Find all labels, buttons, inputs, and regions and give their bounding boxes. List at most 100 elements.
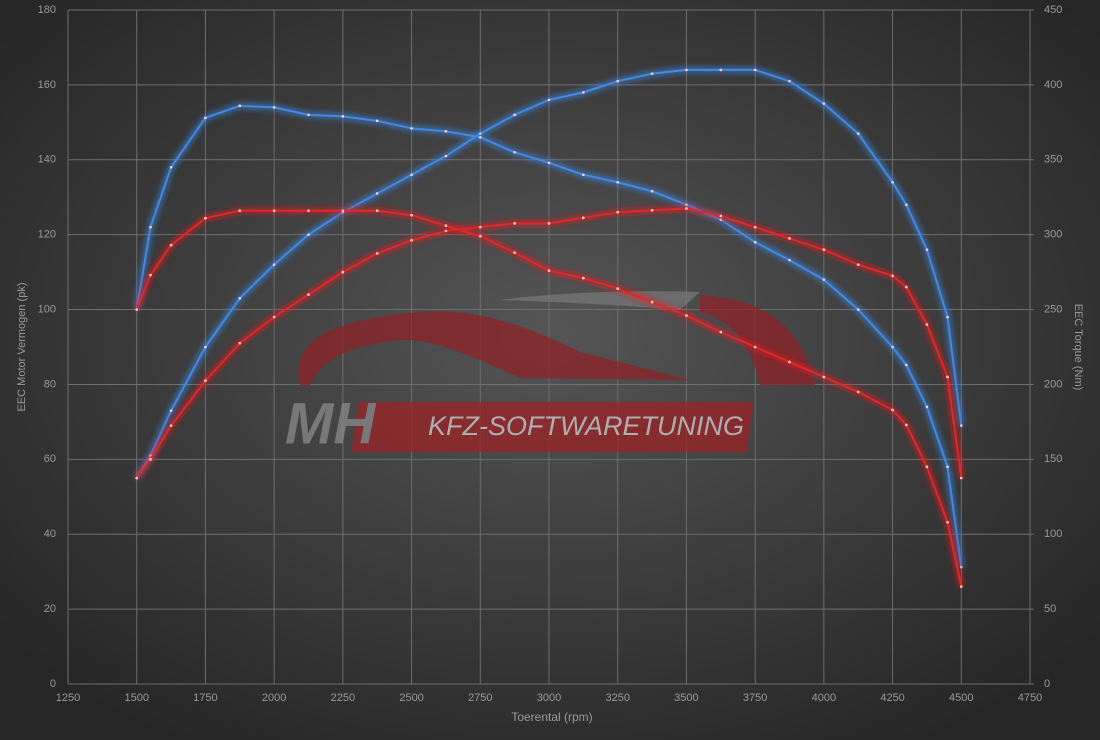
point [616, 79, 620, 83]
point [547, 222, 551, 225]
point [650, 72, 654, 75]
y2-tick-label: 0 [1044, 678, 1050, 690]
y-tick-label: 100 [38, 303, 56, 315]
point [375, 209, 379, 213]
point [582, 91, 585, 94]
y2-tick-label: 50 [1044, 603, 1056, 615]
line [135, 68, 963, 479]
point [822, 102, 826, 105]
point [925, 323, 929, 326]
x-tick-label: 4750 [1018, 692, 1042, 704]
point [959, 565, 963, 569]
point [478, 136, 482, 139]
point [959, 585, 963, 588]
point [478, 234, 482, 238]
x-tick-label: 1250 [56, 692, 80, 704]
point [856, 308, 860, 311]
point [547, 98, 551, 102]
point [307, 293, 310, 296]
y2-tick-label: 200 [1044, 378, 1062, 390]
line [135, 207, 963, 479]
point [719, 330, 723, 334]
point [307, 233, 310, 236]
point [822, 375, 826, 379]
point [719, 218, 723, 221]
point [169, 409, 173, 412]
y-tick-label: 60 [44, 453, 56, 465]
point [238, 209, 242, 213]
point [410, 238, 413, 242]
x-tick-label: 4500 [949, 692, 973, 704]
x-tick-label: 3250 [605, 692, 629, 704]
point [753, 225, 757, 229]
point [905, 285, 908, 289]
point [238, 341, 242, 345]
point [582, 173, 585, 177]
point [478, 225, 482, 229]
point [149, 273, 152, 277]
y-tick-label: 140 [38, 154, 56, 166]
point [204, 116, 207, 120]
y2-tick-label: 400 [1044, 79, 1062, 91]
point [753, 345, 757, 349]
point [685, 314, 688, 317]
point [788, 79, 791, 83]
point [946, 520, 949, 524]
x-tick-label: 3500 [674, 692, 698, 704]
point [238, 297, 242, 300]
point [204, 379, 207, 383]
point [410, 173, 413, 177]
watermark: MH KFZ-SOFTWARETUNING [285, 291, 815, 456]
y2-tick-label: 150 [1044, 453, 1062, 465]
point [238, 104, 242, 108]
y2-tick-label: 300 [1044, 229, 1062, 241]
point [375, 192, 379, 195]
point [341, 270, 345, 274]
x-tick-label: 1500 [124, 692, 148, 704]
point [169, 424, 173, 427]
x-tick-label: 4250 [880, 692, 904, 704]
point [204, 216, 207, 220]
point [307, 113, 310, 117]
point [272, 106, 276, 109]
y-tick-label: 20 [44, 603, 56, 615]
point [272, 263, 276, 266]
point [375, 119, 379, 123]
point [905, 423, 908, 427]
y-tick-label: 120 [38, 229, 56, 241]
watermark-rear [700, 295, 815, 385]
x-tick-label: 1750 [193, 692, 217, 704]
point [135, 476, 139, 480]
point [444, 154, 448, 158]
point [616, 210, 620, 214]
point [582, 276, 585, 280]
y2-tick-label: 250 [1044, 303, 1062, 315]
point [891, 274, 894, 278]
line [135, 209, 963, 587]
point [822, 248, 826, 251]
point [822, 278, 826, 281]
point [946, 315, 949, 319]
y2-tick-label: 450 [1044, 4, 1062, 16]
point [856, 263, 860, 266]
x-tick-label: 2500 [399, 692, 423, 704]
y2-axis-label: EEC Torque (Nm) [1072, 304, 1084, 391]
point [616, 180, 620, 184]
x-tick-label: 2750 [468, 692, 492, 704]
plot [135, 68, 963, 588]
point [149, 458, 152, 461]
point [788, 258, 791, 262]
x-tick-label: 2000 [262, 692, 286, 704]
y-tick-label: 180 [38, 4, 56, 16]
point [788, 360, 791, 364]
point [650, 189, 654, 193]
point [719, 214, 723, 218]
point [149, 454, 152, 457]
point [905, 363, 908, 367]
point [341, 115, 345, 118]
point [753, 68, 757, 72]
point [856, 132, 860, 135]
point [410, 213, 413, 217]
point [650, 209, 654, 212]
